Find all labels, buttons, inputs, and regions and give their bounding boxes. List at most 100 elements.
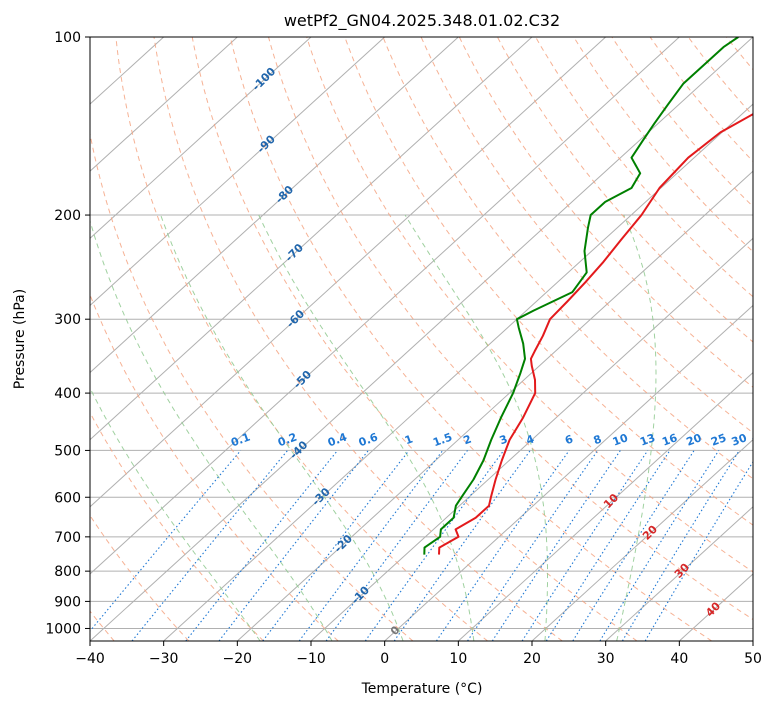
dry-adiabats [90,37,753,641]
mixing-ratio-line [435,450,570,641]
moist-adiabat-line [160,214,404,641]
y-tick-label: 800 [54,564,81,580]
mixing-ratio-label: 0.2 [276,431,299,450]
mixing-ratio-line [131,450,289,641]
moist-adiabat-line [90,219,333,641]
dry-adiabat-line [153,37,563,641]
mixing-ratio-label: 3 [498,433,510,448]
mixing-ratio-line [393,450,531,641]
isotherm-line [531,438,753,641]
chart-title: wetPf2_GN04.2025.348.01.02.C32 [284,11,560,31]
isotherm-line [310,237,753,641]
x-axis-label: Temperature (°C) [361,681,483,697]
moist-adiabats [90,214,657,641]
x-tick-label: −40 [75,651,105,667]
dry-adiabat-line [90,293,339,641]
mixing-ratio-line [185,450,339,641]
isotherm-line [90,37,680,575]
y-axis-label: Pressure (hPa) [12,289,28,389]
isotherm-line [457,371,753,641]
mixing-ratio-label: 8 [592,433,604,448]
y-tick-label: 1000 [45,621,81,637]
isotherm-line [384,304,753,641]
mixing-ratio-lines [90,450,753,641]
temperature-profile-line [438,113,753,555]
mixing-ratio-label: 6 [563,432,575,447]
plot-frame [89,36,754,642]
isotherm-line [90,37,312,240]
mixing-ratio-label: 30 [730,431,749,449]
y-tick-label: 100 [54,30,81,46]
dry-adiabat-line [268,37,753,621]
dry-adiabat-line [611,37,753,208]
mixing-ratio-label: 1 [403,433,415,448]
mixing-ratio-label: 0.4 [326,430,349,449]
dry-adiabat-line [90,131,414,641]
mixing-ratio-label: 16 [660,431,679,449]
mixing-ratio-line [599,450,720,641]
mixing-ratio-line [572,450,695,641]
mixing-ratio-label: 13 [638,431,657,448]
mixing-ratio-label: 1.5 [431,431,454,450]
dry-adiabat-line [90,514,190,641]
mixing-ratio-label: 25 [709,431,728,448]
dry-adiabat-line [229,37,712,641]
y-tick-label: 400 [54,386,81,402]
isotherm-line [90,37,459,374]
dewpoint-profile-line [423,37,739,555]
y-tick-label: 700 [54,530,81,546]
isotherm-line [605,506,753,641]
pressure-gridlines [90,37,753,629]
mixing-ratio-line [621,450,740,641]
isotherm-line [90,37,753,641]
dry-adiabat-line [535,37,753,298]
isotherm-line [236,170,753,641]
mixing-ratio-line [644,460,753,641]
x-tick-label: 20 [523,651,541,667]
dry-adiabat-line [90,411,264,641]
mixing-ratio-label: 4 [524,432,536,447]
dry-adiabat-line [115,37,488,641]
sounding-profiles [423,37,753,555]
isotherm-line [90,37,238,172]
y-tick-label: 900 [54,594,81,610]
x-axis-ticks: −40 −30 −20 −10 0 10 20 30 40 50 [75,641,762,667]
isotherm-line [163,103,753,641]
x-tick-label: −20 [223,651,253,667]
isotherm-line [90,37,607,508]
x-tick-label: 0 [380,651,389,667]
mixing-ratio-label: 0.6 [357,430,380,449]
moist-adiabat-line [404,214,548,641]
dry-adiabat-line [191,37,638,641]
dry-adiabat-line [496,37,753,343]
mixing-ratio-label: 20 [685,431,704,449]
mixing-ratio-label: 36 [751,431,770,449]
isotherm-line [90,37,533,441]
x-tick-label: 40 [670,651,688,667]
mixing-ratio-line [364,450,505,641]
mixing-ratio-label: 0.1 [229,431,252,450]
dry-adiabat-line [382,37,753,480]
x-tick-label: −10 [296,651,326,667]
mixing-ratio-label: 2 [462,433,474,448]
isotherm-line [90,37,386,307]
y-tick-label: 300 [54,312,81,328]
mixing-ratio-label: 10 [611,431,630,449]
y-tick-label: 200 [54,208,81,224]
x-tick-label: 50 [744,651,762,667]
mixing-ratio-line [218,450,369,641]
dry-adiabat-line [649,37,753,163]
y-tick-label: 600 [54,490,81,506]
y-tick-label: 500 [54,443,81,459]
dry-adiabat-line [306,37,753,573]
overlay-labels: 0.10.20.40.611.52346810131620253036-100-… [229,65,770,638]
moist-adiabat-line [90,386,261,641]
mixing-ratio-line [467,450,599,641]
y-axis-ticks: 1000 900 800 700 600 500 400 300 200 100 [45,30,90,637]
x-tick-label: 10 [449,651,467,667]
mixing-ratio-line [90,450,242,632]
mixing-ratio-line [545,450,671,641]
x-tick-label: −30 [149,651,179,667]
x-tick-label: 30 [597,651,615,667]
